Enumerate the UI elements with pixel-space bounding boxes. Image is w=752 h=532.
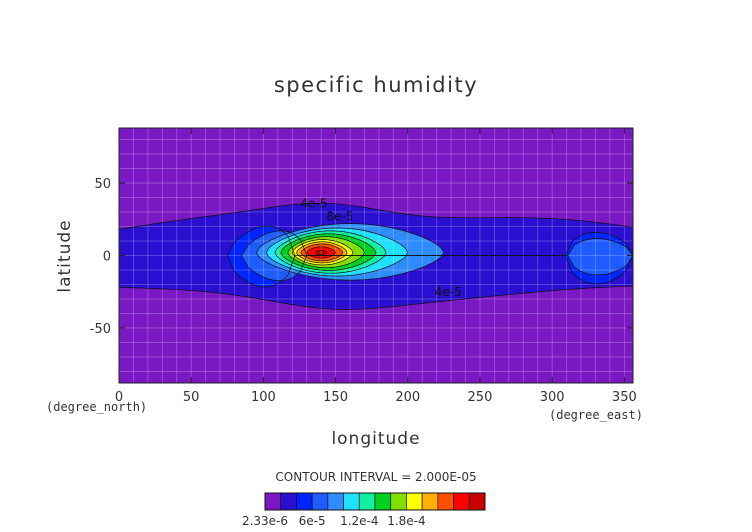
colorbar-label: 1.2e-4	[340, 514, 378, 528]
chart-title: specific humidity	[274, 73, 478, 97]
contour-line-level-8	[287, 236, 365, 269]
contour-line-level-9	[291, 239, 354, 266]
contour-line-level-5	[265, 227, 409, 277]
colorbar-swatch	[327, 492, 344, 511]
x-unit-label: (degree_east)	[549, 408, 643, 422]
contour-line-label: 4e-5	[435, 285, 462, 299]
colorbar	[264, 492, 486, 511]
x-tick-label: 250	[468, 390, 493, 405]
contour-line-level-11	[300, 243, 344, 262]
colorbar-label: 1.8e-4	[387, 514, 425, 528]
colorbar-swatch	[374, 492, 392, 511]
x-tick-label: 350	[612, 390, 637, 405]
x-tick-label: 100	[251, 390, 276, 405]
contour-line-level-12	[306, 246, 336, 259]
colorbar-swatch	[264, 492, 282, 511]
contour-line-level-6	[274, 230, 387, 274]
colorbar-swatch	[453, 492, 470, 511]
colorbar-swatch	[343, 492, 360, 511]
y-axis-label: latitude	[55, 219, 75, 292]
x-tick-label: 200	[395, 390, 420, 405]
colorbar-swatch	[437, 492, 454, 511]
contour-line-level-7	[280, 233, 377, 271]
x-tick-label: 300	[540, 390, 565, 405]
colorbar-frame	[264, 492, 486, 511]
contour-line-level-10	[296, 241, 348, 264]
colorbar-label: 2.33e-6	[242, 514, 288, 528]
colorbar-swatch	[296, 492, 313, 511]
x-tick-label: 0	[115, 390, 123, 405]
y-tick-label: -50	[90, 322, 111, 337]
colorbar-labels: 2.33e-6 6e-5 1.2e-4 1.8e-4	[242, 514, 426, 528]
colorbar-swatch	[468, 492, 486, 511]
contour-interval-label: CONTOUR INTERVAL = 2.000E-05	[275, 470, 476, 484]
x-tick-label: 150	[323, 390, 348, 405]
y-unit-label: (degree_north)	[46, 400, 147, 414]
contour-fill-level-2	[227, 226, 634, 287]
colorbar-swatch	[280, 492, 297, 511]
contour-line-level-13	[315, 250, 328, 256]
x-axis-ticks: 0 50 100 150 200 250 300 350	[115, 128, 637, 405]
colorbar-swatch	[421, 492, 439, 511]
colorbar-swatch	[311, 492, 329, 511]
colorbar-swatch	[390, 492, 407, 511]
x-axis-label: longitude	[331, 429, 420, 449]
contour-line-label: 8e-5	[326, 210, 353, 224]
contour-line-label: 4e-5	[300, 197, 327, 211]
contour-labels: 4e-58e-54e-5	[300, 197, 461, 299]
contour-line-level-4	[255, 223, 445, 281]
colorbar-label: 6e-5	[299, 514, 326, 528]
y-tick-label: 0	[103, 250, 111, 265]
y-axis-ticks: -50 0 50	[90, 177, 633, 337]
x-tick-label: 50	[183, 390, 200, 405]
colorbar-swatch	[358, 492, 376, 511]
colorbar-swatch	[406, 492, 423, 511]
y-tick-label: 50	[94, 177, 111, 192]
contour-fill-level-13	[315, 250, 327, 255]
